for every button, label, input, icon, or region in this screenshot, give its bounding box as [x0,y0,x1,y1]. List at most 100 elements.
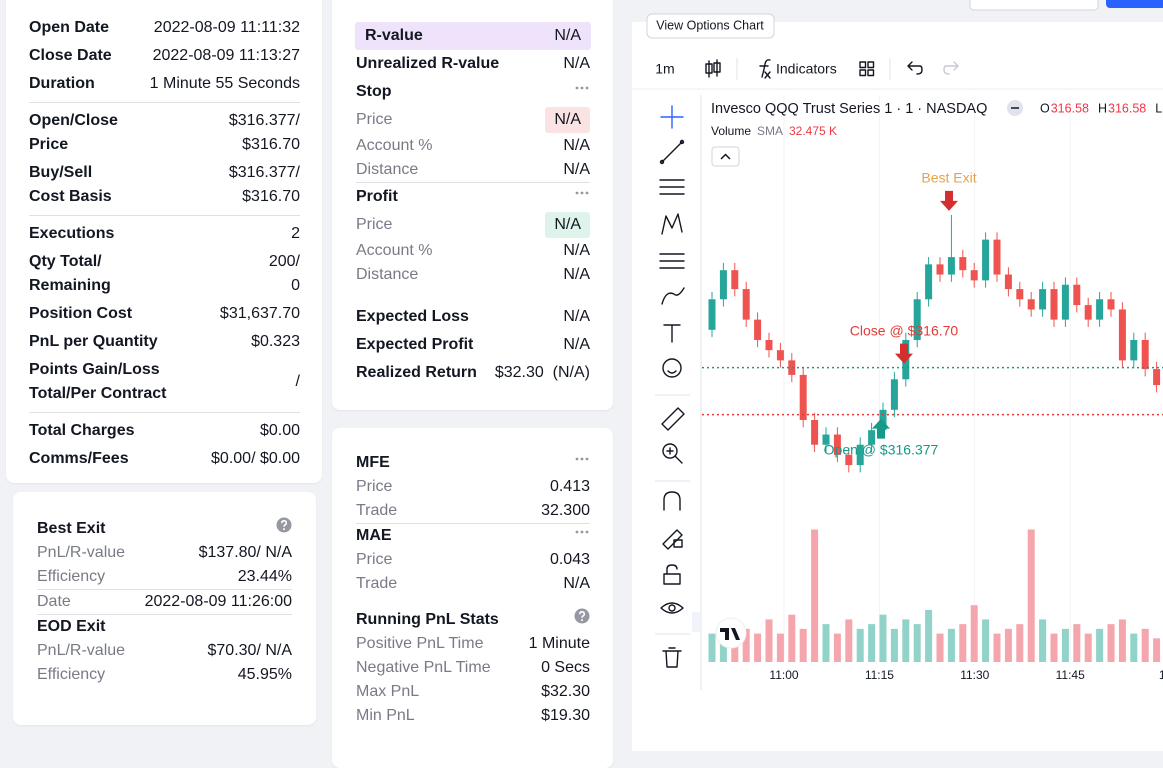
row-value: N/A [563,305,590,329]
label-text: Efficiency [37,666,106,683]
label-text: Distance [356,161,419,178]
more-icon[interactable] [574,524,590,540]
legend-collapse-icon[interactable] [720,153,731,160]
label-text: Total/Per Contract [29,385,167,402]
redo-icon[interactable] [943,61,959,75]
volume-bar [993,633,1001,662]
detail-row: PnL/R-value $137.80/ N/A [37,541,292,565]
detail-row: Profit [356,183,590,211]
dot [585,530,589,534]
label-text: Buy/Sell [29,164,93,181]
detail-row: Price N/A [356,211,590,239]
label-text: Negative PnL Time [356,659,491,676]
legend-collapse[interactable] [711,146,740,167]
row-label: Price [356,108,392,132]
row-value: 2022-08-09 11:13:27 [153,44,300,68]
row-label: Stop [356,80,392,104]
detail-row: Comms/Fees $0.00/ $0.00 [29,445,300,473]
candle-type-icon[interactable] [705,59,721,78]
volume-bar [754,633,762,662]
row-label: Buy/Sell Cost Basis [29,161,112,209]
row-label: Realized Return [356,361,477,385]
row-group: Running PnL Stats Positive PnL Time 1 Minu… [356,608,590,728]
row-value: N/A [554,24,581,48]
label-text: Best Exit [37,520,106,537]
detail-row: MAE [356,524,590,548]
row-value: $0.00/ $0.00 [211,447,300,471]
value-text: $316.70 [242,188,300,205]
candle-body [1141,340,1149,370]
help-icon[interactable] [574,608,590,624]
candle-body [765,340,773,351]
top-button-primary[interactable] [1106,0,1163,8]
undo-icon[interactable] [907,61,923,75]
row-label: Position Cost [29,302,132,326]
label-text: MAE [356,527,392,544]
label-text: PnL/R-value [37,544,126,561]
logo-mark [720,628,740,640]
candle-body [1027,299,1035,310]
row-value [574,608,590,632]
label-text: Price [29,136,69,153]
dot [580,457,584,461]
x-tick-label: 11:15 [865,668,894,682]
options-button-label[interactable]: View Options Chart [656,18,764,32]
candle-body [1153,369,1161,386]
candle-body [833,434,841,455]
collapse-tab[interactable] [692,612,701,632]
row-value: 32.300 [541,499,590,523]
label-text: Date [37,593,71,610]
value-text: N/A [563,55,590,72]
row-group: Profit Price N/A Account % N/A Distance N/A [356,182,590,287]
row-label: Price [356,213,392,237]
indicators-button[interactable]: Indicators [776,61,837,77]
candle-body [788,360,796,375]
row-value: 200/0 [269,250,300,298]
detail-row: Position Cost $31,637.70 [29,300,300,328]
more-icon[interactable] [574,451,590,467]
top-button[interactable] [969,0,1099,11]
row-group: Total Charges $0.00 Comms/Fees $0.00/ $0.00 [29,412,300,473]
candle-body [731,270,739,290]
help-icon[interactable] [276,517,292,533]
detail-row: Executions 2 [29,220,300,248]
candle-body [1004,274,1012,290]
volume-bar [868,624,876,662]
row-label: Best Exit [37,517,105,541]
label-text: Expected Loss [356,308,469,325]
layout-icon[interactable] [859,61,875,77]
interval[interactable]: 1m [655,61,674,77]
options-button[interactable] [646,13,775,39]
label-text: MFE [356,454,390,471]
label-text: Expected Profit [356,336,474,353]
row-label: Qty Total/Remaining [29,250,111,298]
value-text: 200/ [268,253,300,270]
candle-body [1107,299,1115,310]
row-label: PnL per Quantity [29,330,158,354]
drawing-tools[interactable] [659,105,685,668]
label-text: Positive PnL Time [356,635,484,652]
row-label: Open/Close Price [29,109,118,157]
row-group: R-value N/A Unrealized R-value N/A [355,22,591,78]
ohlc-key: H [1098,101,1107,115]
volume-bar [925,609,933,662]
more-icon[interactable] [574,80,590,96]
row-value: 1 Minute [529,632,590,656]
volume-bar [799,628,807,662]
candle-body [982,239,990,281]
value-text: $316.70 [242,136,300,153]
page: Open Date 2022-08-09 11:11:32 Close Date 20… [6,0,1163,768]
detail-row: Open/Close Price $316.377/ $316.70 [29,107,300,159]
candle-body [856,444,864,466]
label-text: Price [356,111,393,128]
row-value: N/A [545,107,590,133]
more-icon[interactable] [574,185,590,201]
detail-row: Date 2022-08-09 11:26:00 [37,590,292,614]
row-label: Negative PnL Time [356,656,491,680]
row-label: Account % [356,134,432,158]
row-group: Expected Loss N/A Expected Profit N/A Realiz… [356,303,590,387]
ohlc-value: 316.58 [1051,101,1089,115]
row-label: Max PnL [356,680,419,704]
indicators-icon[interactable] [759,59,771,79]
detail-row: Distance N/A [356,158,590,182]
